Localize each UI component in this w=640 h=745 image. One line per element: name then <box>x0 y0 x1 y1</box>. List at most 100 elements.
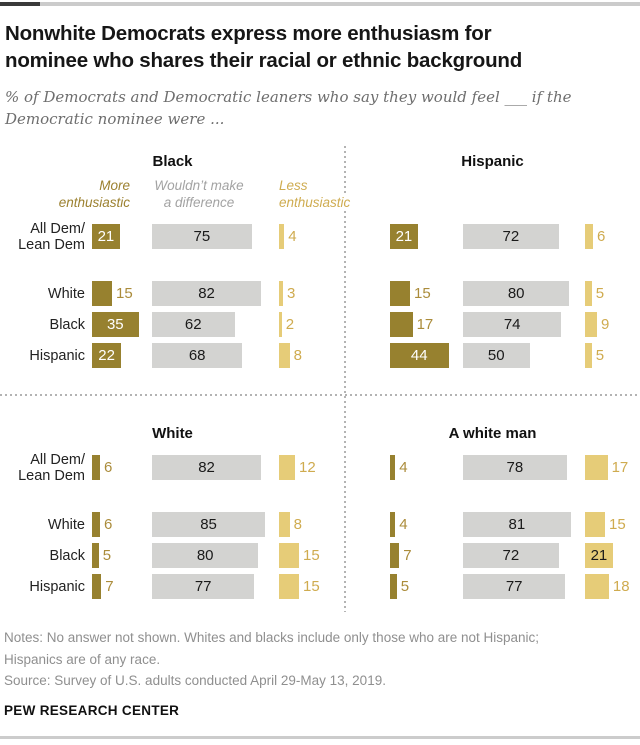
bar-cell-less: 9 <box>585 312 640 337</box>
row-label-line: Hispanic <box>29 578 85 595</box>
bar-row: 4 81 15 <box>345 512 640 537</box>
row-label: All Dem/Lean Dem <box>0 452 92 484</box>
bar-rows: 4 78 17 4 81 15 7 72 21 5 77 18 <box>345 455 640 605</box>
bar-value: 2 <box>285 316 295 333</box>
bar-value: 85 <box>200 516 217 533</box>
bar-cell-neutral: 68 <box>152 343 279 368</box>
neutral-bar: 62 <box>152 312 235 337</box>
row-label-line: White <box>47 285 85 302</box>
bar-cell-more: 21 <box>92 224 152 249</box>
panel-title: Hispanic <box>461 153 524 170</box>
row-label-line: Black <box>49 316 85 333</box>
bar-cell-more: 15 <box>92 281 152 306</box>
less-bar <box>585 281 592 306</box>
bar-cell-neutral: 81 <box>463 512 585 537</box>
more-bar: 44 <box>390 343 449 368</box>
bar-value: 72 <box>502 228 520 245</box>
pew-research-center-brand: PEW RESEARCH CENTER <box>4 703 180 718</box>
bar-value: 6 <box>104 516 113 533</box>
row-label-line: All Dem/ <box>30 451 85 468</box>
bar-cell-more: 21 <box>390 224 463 249</box>
bar-value: 4 <box>288 228 297 245</box>
chart-notes: Notes: No answer not shown. Whites and b… <box>4 627 539 692</box>
bar-row: White 15 82 3 <box>0 281 345 306</box>
bar-value: 7 <box>105 578 114 595</box>
neutral-bar: 50 <box>463 343 530 368</box>
neutral-bar: 77 <box>152 574 255 599</box>
title-line-2: nominee who shares their racial or ethni… <box>5 49 523 72</box>
less-bar <box>585 574 609 599</box>
subtitle-line-1: % of Democrats and Democratic leaners wh… <box>5 88 572 106</box>
row-label-line: Hispanic <box>29 347 85 364</box>
neutral-bar: 77 <box>463 574 566 599</box>
bar-cell-more: 7 <box>390 543 463 568</box>
bar-row: 4 78 17 <box>345 455 640 480</box>
horizontal-dotted-divider <box>0 394 640 396</box>
row-label-line: Lean Dem <box>18 467 85 484</box>
less-bar <box>585 343 592 368</box>
title-line-1: Nonwhite Democrats express more enthusia… <box>5 22 492 45</box>
bottom-rule <box>0 736 640 739</box>
bar-row: Black 5 80 15 <box>0 543 345 568</box>
bar-value: 80 <box>196 547 214 564</box>
more-bar <box>390 543 400 568</box>
row-label-line: White <box>47 516 85 533</box>
bar-value: 12 <box>299 459 316 476</box>
bar-cell-neutral: 80 <box>463 281 585 306</box>
bar-value: 74 <box>503 316 521 333</box>
bar-value: 8 <box>293 347 302 364</box>
bar-value: 9 <box>601 316 610 333</box>
bar-value: 15 <box>414 285 431 302</box>
bar-value: 7 <box>403 547 412 564</box>
bar-cell-more: 44 <box>390 343 463 368</box>
more-bar: 35 <box>92 312 139 337</box>
bar-cell-more: 15 <box>390 281 463 306</box>
bar-row: 44 50 5 <box>345 343 640 368</box>
bar-value: 75 <box>193 228 211 245</box>
more-bar <box>390 281 410 306</box>
bar-value: 50 <box>487 347 505 364</box>
bar-value: 17 <box>416 316 434 333</box>
less-bar <box>279 543 299 568</box>
bar-rows: 21 72 6 15 80 5 17 74 9 44 50 5 <box>345 224 640 374</box>
less-bar <box>585 512 605 537</box>
bar-row: 5 77 18 <box>345 574 640 599</box>
less-bar <box>279 312 282 337</box>
notes-line-1: Notes: No answer not shown. Whites and b… <box>4 630 540 645</box>
bar-cell-less: 18 <box>585 574 640 599</box>
bar-cell-neutral: 77 <box>152 574 279 599</box>
bar-value: 81 <box>508 516 526 533</box>
more-bar <box>390 512 396 537</box>
notes-line-2: Hispanics are of any race. <box>4 651 161 667</box>
bar-value: 6 <box>104 459 113 476</box>
bar-cell-more: 4 <box>390 455 463 480</box>
bar-value: 15 <box>303 547 320 564</box>
bar-cell-less: 17 <box>585 455 640 480</box>
panel-title: White <box>152 425 193 442</box>
bar-value: 62 <box>184 316 202 333</box>
bar-value: 15 <box>116 285 133 302</box>
row-label: Hispanic <box>0 348 92 364</box>
more-bar <box>92 455 100 480</box>
chart-subtitle: % of Democrats and Democratic leaners wh… <box>5 86 637 130</box>
bar-cell-less: 4 <box>279 224 345 249</box>
bar-cell-less: 15 <box>279 543 345 568</box>
bar-cell-less: 15 <box>279 574 345 599</box>
more-bar <box>390 574 397 599</box>
bar-cell-more: 7 <box>92 574 152 599</box>
bar-value: 5 <box>102 547 112 564</box>
bar-row: White 6 85 8 <box>0 512 345 537</box>
less-bar <box>585 455 608 480</box>
bar-value: 6 <box>597 228 606 245</box>
panel-black: Black More enthusiastic Wouldn’t make a … <box>0 145 351 395</box>
bar-row: Black 35 62 2 <box>0 312 345 337</box>
less-bar <box>279 574 299 599</box>
bar-value: 21 <box>97 228 115 245</box>
neutral-bar: 78 <box>463 455 567 480</box>
bar-cell-more: 17 <box>390 312 463 337</box>
bar-rows: All Dem/Lean Dem 6 82 12 White 6 85 8 Black 5 80 15… <box>0 452 345 605</box>
less-bar <box>279 224 285 249</box>
bar-value: 8 <box>293 516 302 533</box>
row-label: All Dem/Lean Dem <box>0 221 92 253</box>
